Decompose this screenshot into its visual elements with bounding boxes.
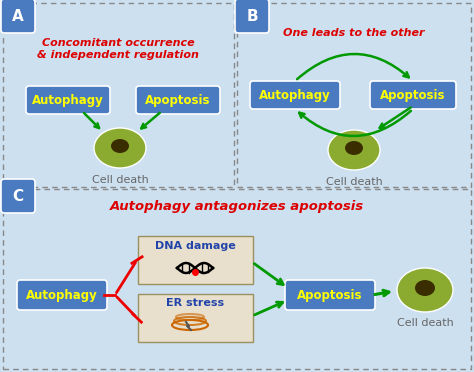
Text: C: C — [12, 189, 24, 203]
Ellipse shape — [111, 139, 129, 153]
FancyBboxPatch shape — [17, 280, 107, 310]
FancyBboxPatch shape — [1, 0, 35, 33]
FancyBboxPatch shape — [26, 86, 110, 114]
Text: Autophagy antagonizes apoptosis: Autophagy antagonizes apoptosis — [110, 200, 364, 213]
Text: ER stress: ER stress — [166, 298, 224, 308]
Text: Concomitant occurrence
& independent regulation: Concomitant occurrence & independent reg… — [37, 38, 199, 60]
Text: Cell death: Cell death — [326, 177, 383, 187]
Text: Autophagy: Autophagy — [26, 289, 98, 301]
Text: One leads to the other: One leads to the other — [283, 28, 425, 38]
FancyBboxPatch shape — [3, 189, 471, 369]
Text: Autophagy: Autophagy — [259, 89, 331, 102]
FancyBboxPatch shape — [285, 280, 375, 310]
FancyBboxPatch shape — [1, 179, 35, 213]
FancyBboxPatch shape — [136, 86, 220, 114]
Ellipse shape — [94, 128, 146, 168]
Ellipse shape — [397, 268, 453, 312]
Text: Cell death: Cell death — [91, 175, 148, 185]
Text: Cell death: Cell death — [397, 318, 453, 328]
Text: Apoptosis: Apoptosis — [145, 93, 211, 106]
FancyBboxPatch shape — [137, 236, 253, 284]
FancyBboxPatch shape — [235, 0, 269, 33]
FancyBboxPatch shape — [3, 3, 234, 187]
Text: DNA damage: DNA damage — [155, 241, 236, 251]
FancyBboxPatch shape — [137, 294, 253, 342]
FancyBboxPatch shape — [370, 81, 456, 109]
Text: B: B — [246, 9, 258, 23]
Text: Apoptosis: Apoptosis — [380, 89, 446, 102]
Text: Apoptosis: Apoptosis — [297, 289, 363, 301]
Text: A: A — [12, 9, 24, 23]
Ellipse shape — [415, 280, 435, 296]
Text: Autophagy: Autophagy — [32, 93, 104, 106]
Ellipse shape — [345, 141, 363, 155]
FancyBboxPatch shape — [250, 81, 340, 109]
Ellipse shape — [328, 130, 380, 170]
FancyBboxPatch shape — [237, 3, 471, 187]
